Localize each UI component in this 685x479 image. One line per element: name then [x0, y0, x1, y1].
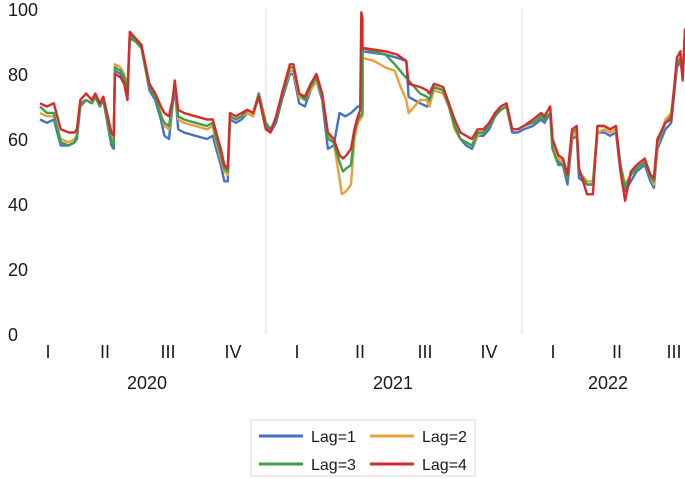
series-line-lag-4	[39, 11, 685, 202]
x-quarter-label: IV	[480, 342, 497, 362]
legend-label: Lag=1	[311, 429, 356, 446]
x-quarter-label: III	[417, 342, 432, 362]
x-quarter-label: III	[160, 342, 175, 362]
x-quarter-label: I	[45, 342, 50, 362]
x-quarter-label: I	[550, 342, 555, 362]
y-tick-label: 20	[8, 260, 28, 280]
y-axis: 0 20 40 60 80 100	[8, 0, 38, 345]
y-tick-label: 40	[8, 195, 28, 215]
legend-label: Lag=3	[311, 457, 356, 474]
x-year-label: 2021	[373, 373, 413, 393]
y-tick-label: 0	[8, 325, 18, 345]
x-year-label: 2020	[127, 373, 167, 393]
x-quarter-label: II	[100, 342, 110, 362]
x-quarter-label: IV	[224, 342, 241, 362]
y-tick-label: 60	[8, 130, 28, 150]
legend-box	[250, 419, 476, 477]
y-tick-label: 80	[8, 65, 28, 85]
x-year-label: 2022	[588, 373, 628, 393]
legend-label: Lag=4	[422, 457, 467, 474]
series-layer	[39, 11, 685, 202]
y-tick-label: 100	[8, 0, 38, 20]
plot-area	[265, 9, 523, 334]
series-line-lag-3	[39, 31, 685, 189]
legend-label: Lag=2	[422, 429, 467, 446]
x-quarter-label: I	[294, 342, 299, 362]
x-quarter-label: III	[666, 342, 681, 362]
x-quarter-label: II	[612, 342, 622, 362]
x-quarter-label: II	[355, 342, 365, 362]
legend: Lag=1 Lag=2 Lag=3 Lag=4	[250, 419, 476, 477]
